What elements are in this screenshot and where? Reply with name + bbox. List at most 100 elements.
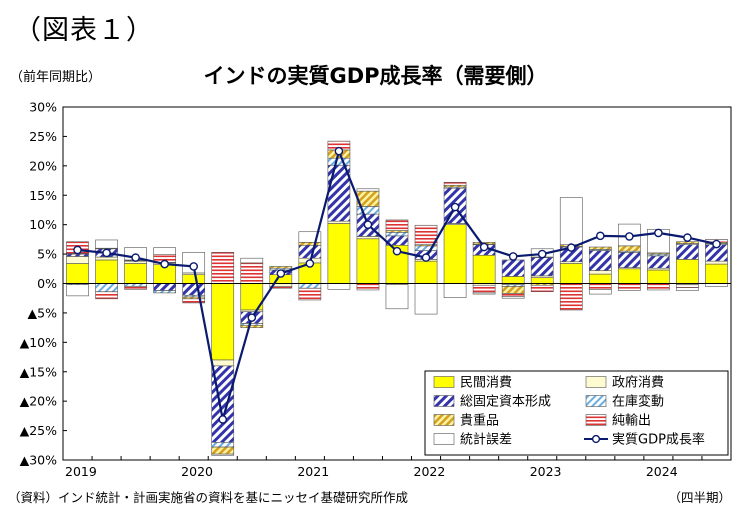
gdp-point-2023Q2: [566, 243, 576, 252]
legend-swatch-1: [585, 376, 607, 388]
bar-segment-2023Q3: [588, 283, 612, 290]
bar-segment-2019Q2: [95, 239, 118, 249]
bar-segment-2019Q3: [124, 263, 147, 284]
legend-line-marker: [591, 434, 601, 444]
gdp-point-2023Q4: [625, 232, 634, 241]
bar-segment-2021Q3: [356, 283, 380, 291]
x-tick-label-2024: 2024: [646, 464, 678, 479]
bar-segment-2023Q3: [588, 250, 612, 271]
legend-label-6: 統計誤差: [460, 432, 512, 448]
bar-segment-2020Q2: [211, 446, 235, 455]
bar-segment-2019Q2: [95, 259, 118, 284]
legend-label-2: 総固定資本形成: [460, 395, 551, 410]
gdp-point-2023Q3: [596, 231, 605, 241]
legend-swatch-3: [585, 395, 607, 407]
bar-segment-2023Q3: [588, 270, 612, 275]
legend-box: [424, 370, 729, 456]
legend-label-0: 民間消費: [460, 376, 512, 391]
bar-segment-2022Q2: [443, 224, 467, 284]
bar-segment-2020Q3: [240, 324, 264, 328]
bar-segment-2023Q1: [530, 284, 554, 293]
bar-segment-2021Q1: [298, 242, 322, 246]
y-tick-label: 0%: [37, 276, 57, 291]
bar-segment-2019Q4: [153, 283, 176, 291]
bar-segment-2024Q2: [676, 259, 699, 284]
bar-segment-2023Q2: [559, 197, 583, 245]
bar-segment-2021Q3: [356, 238, 380, 284]
y-tick-label: ▲15%: [20, 364, 58, 379]
figure-number: （図表１）: [14, 15, 154, 46]
gdp-point-2020Q3: [247, 313, 257, 322]
gdp-point-2019Q2: [102, 248, 111, 258]
gdp-point-2022Q4: [508, 252, 518, 261]
bar-segment-2021Q4: [385, 219, 409, 231]
legend-swatch-0: [433, 376, 455, 388]
bar-segment-2020Q2: [211, 453, 235, 456]
bar-segment-2019Q1: [66, 253, 89, 257]
bar-segment-2022Q1: [414, 283, 438, 315]
bar-segment-2019Q4: [153, 290, 176, 294]
bar-segment-2024Q1: [647, 269, 670, 284]
bar-segment-2019Q1: [66, 256, 89, 264]
bar-segment-2021Q1: [298, 231, 322, 243]
legend-label-4: 貴重品: [460, 413, 499, 429]
bar-segment-2020Q4: [269, 266, 293, 269]
bar-segment-2020Q1: [182, 298, 206, 304]
bar-segment-2022Q4: [501, 276, 525, 284]
bar-segment-2019Q1: [66, 263, 89, 284]
y-tick-label: ▲10%: [20, 335, 58, 350]
y-tick-label: ▲25%: [20, 423, 58, 438]
bar-segment-2023Q1: [530, 277, 554, 284]
legend-label-1: 政府消費: [612, 376, 664, 391]
y-tick-label: ▲30%: [20, 453, 58, 468]
bar-segment-2022Q2: [443, 283, 467, 298]
bar-segment-2024Q2: [676, 241, 699, 244]
y-axis-unit-label: （前年同期比）: [10, 70, 102, 85]
gdp-point-2019Q3: [131, 253, 140, 262]
bar-segment-2022Q3: [472, 284, 496, 294]
y-tick-label: ▲20%: [20, 394, 58, 409]
bar-segment-2021Q2: [327, 223, 351, 284]
gdp-point-2019Q4: [160, 259, 169, 269]
y-tick-label: 10%: [29, 217, 57, 232]
bar-segment-2023Q3: [588, 273, 612, 284]
legend-swatch-2: [433, 395, 455, 407]
bar-segment-2019Q2: [95, 291, 118, 300]
gdp-point-2020Q1: [189, 262, 198, 271]
x-tick-label-2019: 2019: [65, 464, 97, 479]
bar-segment-2021Q3: [356, 236, 380, 240]
bar-segment-2022Q1: [414, 224, 438, 245]
gdp-point-2020Q4: [276, 269, 286, 278]
bar-segment-2020Q2: [211, 283, 235, 361]
bar-segment-2022Q3: [472, 292, 496, 295]
bar-segment-2020Q2: [211, 359, 235, 367]
gdp-point-2022Q3: [479, 242, 489, 252]
y-tick-label: ▲5%: [28, 305, 58, 320]
gdp-point-2021Q2: [334, 146, 344, 156]
chart-title: インドの実質GDP成長率（需要側）: [203, 64, 548, 88]
bar-segment-2024Q1: [647, 283, 670, 291]
bar-segment-2022Q4: [501, 259, 525, 277]
bar-segment-2024Q3: [705, 263, 728, 284]
gdp-point-2019Q1: [73, 245, 82, 255]
bar-segment-2023Q2: [559, 263, 583, 284]
bar-segment-2021Q1: [298, 283, 322, 289]
bar-segment-2021Q2: [327, 283, 351, 290]
bar-segment-2021Q2: [327, 157, 351, 166]
bar-segment-2023Q3: [588, 246, 612, 250]
period-note: （四半期）: [668, 490, 731, 505]
axes-layer: 30% 25% 20% 15% 10% 5% 0% ▲5% ▲10% ▲15% ▲20% ▲25% ▲3…: [20, 100, 732, 479]
bar-segment-2024Q2: [676, 244, 699, 260]
bar-segment-2023Q1: [530, 257, 554, 277]
gdp-point-2020Q2: [218, 415, 228, 424]
x-tick-label-2023: 2023: [530, 464, 562, 479]
legend-label-7: 実質GDP成長率: [612, 432, 705, 448]
gdp-point-2022Q2: [450, 202, 460, 212]
gdp-point-2022Q1: [421, 253, 431, 262]
x-tick-label-2020: 2020: [181, 464, 213, 479]
bar-segment-2020Q2: [211, 442, 235, 448]
bar-segment-2020Q3: [240, 262, 264, 284]
bar-segment-2023Q4: [618, 252, 641, 268]
bar-segment-2024Q2: [676, 284, 699, 288]
